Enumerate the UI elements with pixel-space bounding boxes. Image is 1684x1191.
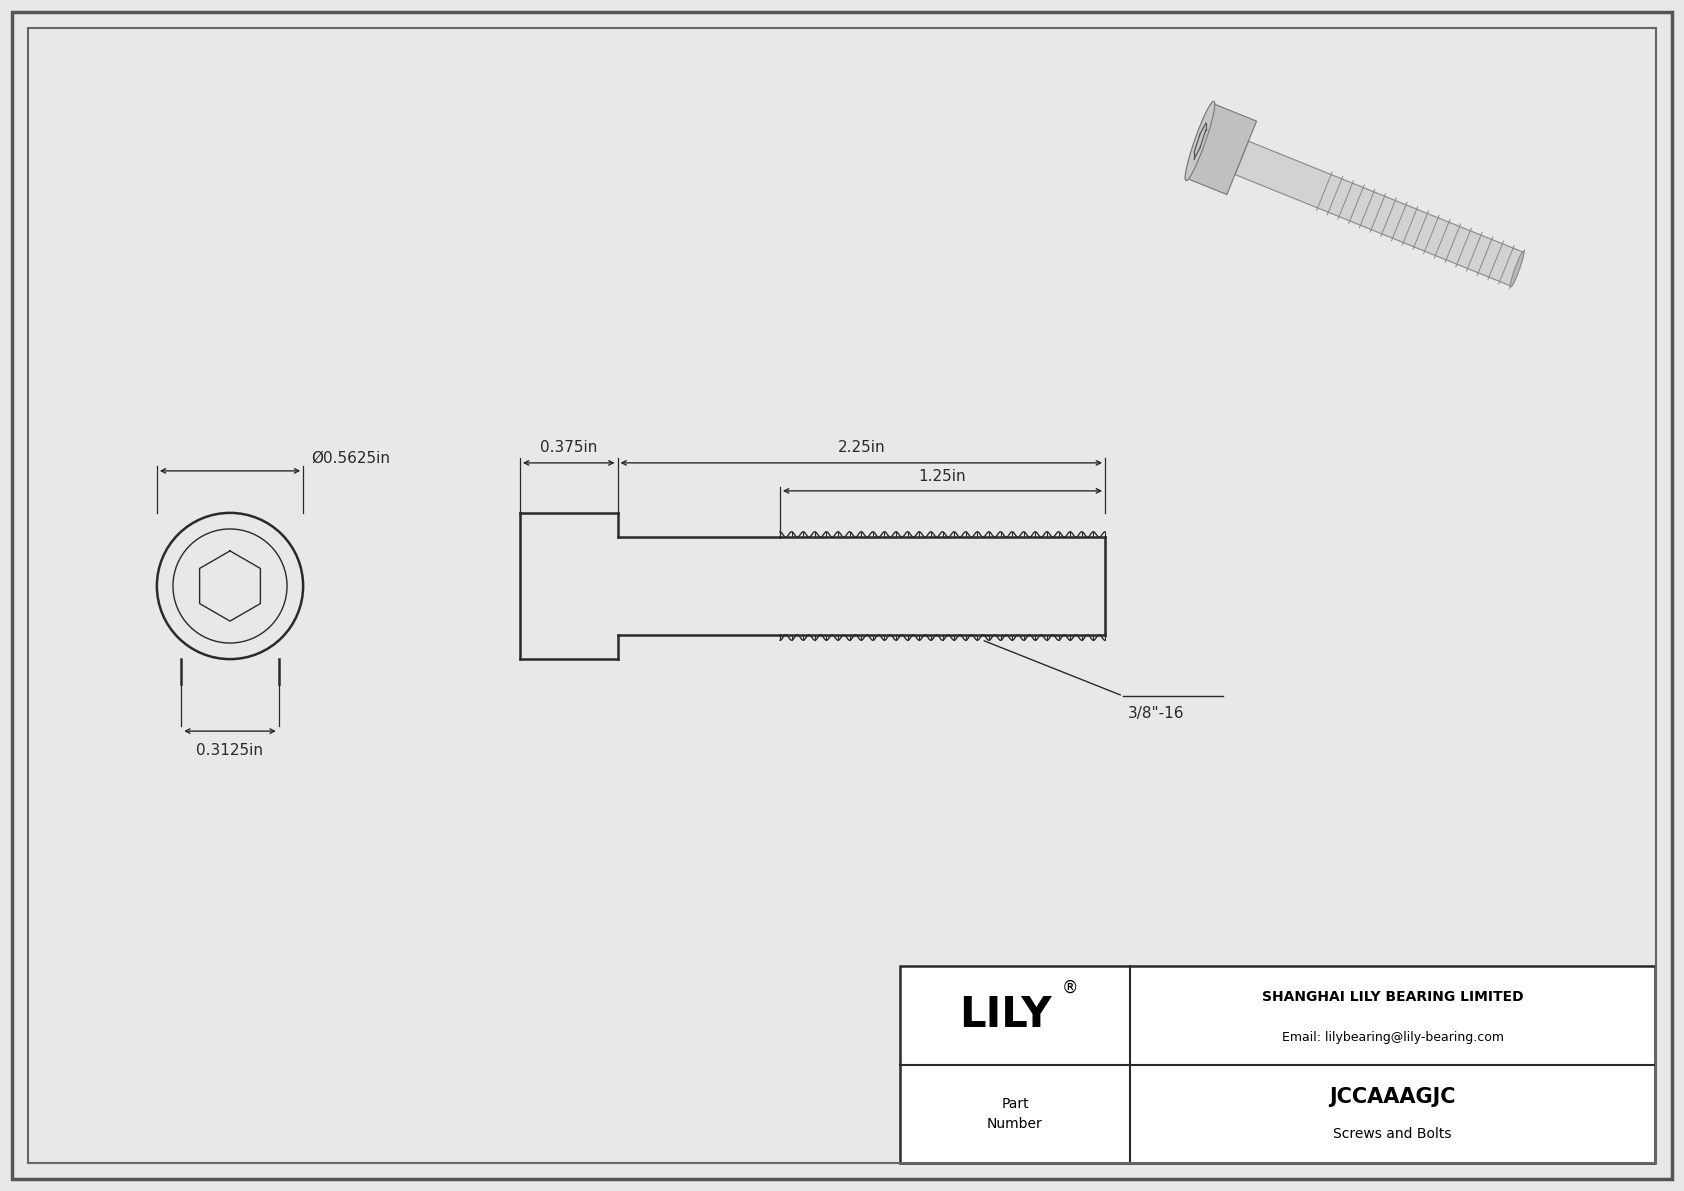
Text: 3/8"-16: 3/8"-16	[1128, 706, 1184, 721]
Polygon shape	[1511, 251, 1524, 287]
Text: 0.3125in: 0.3125in	[197, 743, 263, 759]
Text: Screws and Bolts: Screws and Bolts	[1334, 1127, 1452, 1141]
Text: SHANGHAI LILY BEARING LIMITED: SHANGHAI LILY BEARING LIMITED	[1261, 990, 1524, 1004]
Text: 1.25in: 1.25in	[919, 469, 967, 484]
Polygon shape	[1234, 142, 1524, 286]
Polygon shape	[1186, 105, 1256, 194]
Text: ®: ®	[1061, 978, 1078, 996]
Bar	[899, 966, 1655, 1162]
Text: JCCAAAGJC: JCCAAAGJC	[1329, 1086, 1455, 1106]
Text: Ø0.5625in: Ø0.5625in	[312, 451, 391, 466]
Text: 0.375in: 0.375in	[541, 439, 598, 455]
Polygon shape	[1186, 101, 1214, 181]
Text: Part
Number: Part Number	[987, 1097, 1042, 1130]
Text: Email: lilybearing@lily-bearing.com: Email: lilybearing@lily-bearing.com	[1282, 1030, 1504, 1043]
Text: 2.25in: 2.25in	[837, 439, 886, 455]
Text: LILY: LILY	[958, 994, 1051, 1036]
